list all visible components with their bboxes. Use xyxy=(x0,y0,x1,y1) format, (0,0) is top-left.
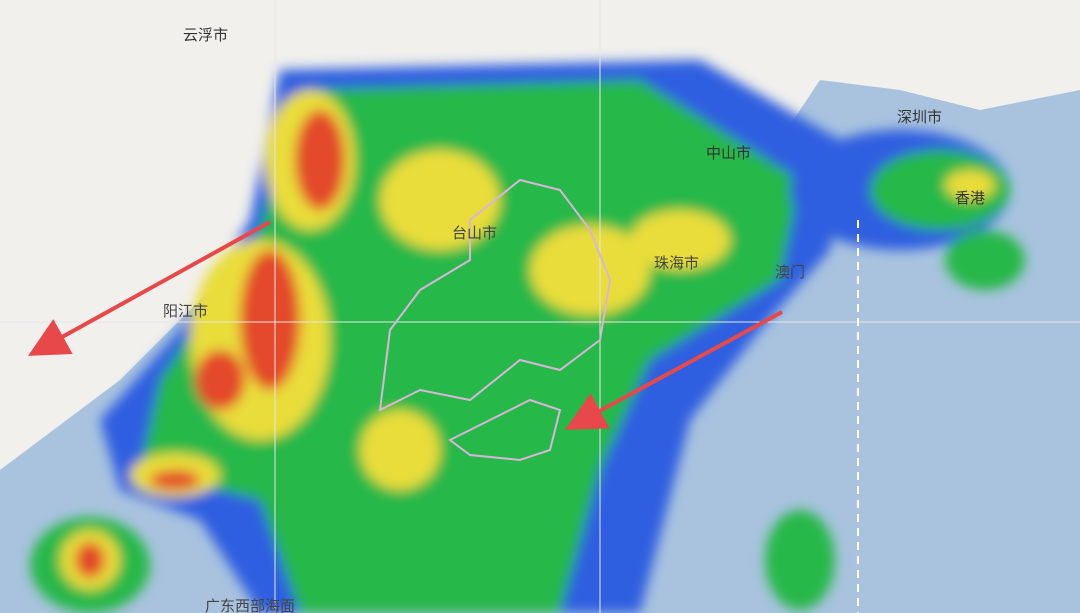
arrow xyxy=(564,310,783,430)
place-label: 广东西部海面 xyxy=(205,597,295,613)
radar-echo xyxy=(30,60,1025,613)
land xyxy=(0,0,1080,470)
place-label: 中山市 xyxy=(706,144,751,162)
place-label: 珠海市 xyxy=(654,254,699,272)
place-label: 香港 xyxy=(955,189,985,207)
place-label: 阳江市 xyxy=(163,302,208,320)
district-outline xyxy=(378,178,612,412)
place-label: 台山市 xyxy=(452,224,497,242)
place-label: 云浮市 xyxy=(183,26,228,44)
arrow xyxy=(27,220,271,356)
island-outline xyxy=(448,398,562,462)
place-label: 澳门 xyxy=(775,263,805,281)
place-label: 深圳市 xyxy=(897,108,942,126)
